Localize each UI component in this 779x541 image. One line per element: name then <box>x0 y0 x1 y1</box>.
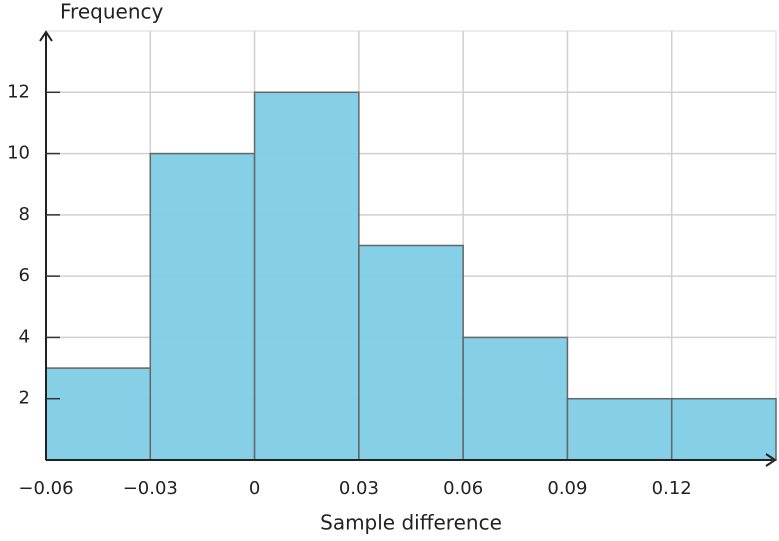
y-tick-label: 10 <box>7 143 30 164</box>
y-tick-label: 6 <box>19 265 30 286</box>
y-axis-arrow <box>39 30 53 42</box>
x-axis-label: Sample difference <box>320 511 502 535</box>
bar <box>149 152 256 461</box>
y-axis-label: Frequency <box>60 0 163 24</box>
axes <box>39 30 777 467</box>
x-tick-label: −0.03 <box>123 478 178 499</box>
y-tick-label: 8 <box>19 204 30 225</box>
y-tick-label: 12 <box>7 81 30 102</box>
x-tick-label: −0.06 <box>18 478 73 499</box>
x-tick-label: 0.09 <box>547 478 587 499</box>
x-tick-label: 0.03 <box>339 478 379 499</box>
x-tick-label: 0 <box>249 478 260 499</box>
y-tick-label: 2 <box>19 388 30 409</box>
x-axis-arrow <box>765 453 777 467</box>
bar <box>253 91 360 461</box>
bar <box>45 367 152 461</box>
bar <box>358 244 464 461</box>
x-tick-label: 0.12 <box>652 478 692 499</box>
x-tick-label: 0.06 <box>443 478 483 499</box>
bar <box>462 336 569 461</box>
bar <box>566 397 673 461</box>
y-tick-label: 4 <box>19 326 30 347</box>
bar <box>670 397 777 461</box>
